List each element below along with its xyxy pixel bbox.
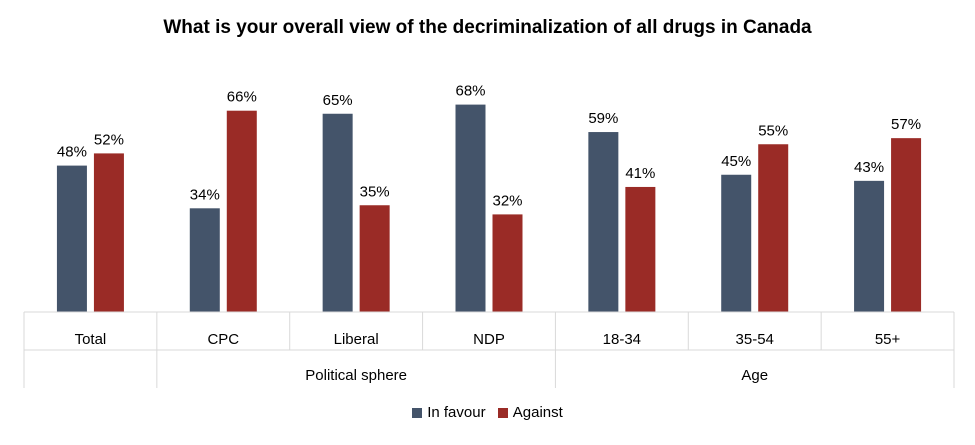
bar-in-favour-18-34 — [588, 132, 619, 312]
group-label-age: Age — [741, 367, 768, 384]
bar-against-55 — [891, 138, 922, 312]
data-label-against-total: 52% — [94, 131, 124, 148]
legend: In favour Against — [0, 404, 975, 422]
legend-swatch-against — [497, 407, 508, 418]
legend-label-against: Against — [512, 404, 563, 421]
bar-in-favour-55 — [854, 180, 885, 312]
bar-in-favour-35-54 — [721, 174, 752, 312]
data-label-in-favour-cpc: 34% — [190, 186, 220, 203]
data-label-in-favour-35-54: 45% — [721, 153, 751, 170]
category-label-cpc: CPC — [207, 331, 239, 348]
bar-in-favour-liberal — [322, 113, 353, 312]
data-label-against-18-34: 41% — [625, 165, 655, 182]
category-label-55: 55+ — [875, 331, 901, 348]
bar-against-35-54 — [758, 144, 789, 312]
data-label-in-favour-55: 43% — [854, 159, 884, 176]
category-label-total: Total — [75, 331, 107, 348]
bar-chart: 48% 52% Total 34% 66% CPC 65% 35% Liberal 68% 32% N… — [23, 83, 955, 388]
bar-in-favour-ndp — [455, 104, 486, 312]
data-label-in-favour-18-34: 59% — [588, 110, 618, 127]
chart-title: What is your overall view of the decrimi… — [163, 17, 812, 38]
bar-against-ndp — [492, 214, 523, 312]
category-label-ndp: NDP — [473, 331, 505, 348]
data-label-against-55: 57% — [891, 116, 921, 133]
category-label-liberal: Liberal — [334, 331, 379, 348]
legend-swatch-in-favour — [412, 407, 423, 418]
legend-item-against: Against — [497, 404, 563, 421]
bar-in-favour-total — [56, 165, 87, 312]
legend-item-in-favour: In favour — [412, 404, 486, 421]
bar-against-cpc — [226, 110, 257, 312]
group-label-political-sphere: Political sphere — [305, 367, 407, 384]
data-label-in-favour-total: 48% — [57, 144, 87, 161]
data-label-against-liberal: 35% — [360, 183, 390, 200]
data-label-in-favour-ndp: 68% — [455, 83, 485, 100]
category-label-18-34: 18-34 — [603, 331, 641, 348]
bar-against-liberal — [359, 205, 390, 312]
bar-against-total — [93, 153, 124, 312]
category-label-35-54: 35-54 — [736, 331, 774, 348]
bar-in-favour-cpc — [189, 208, 220, 312]
legend-label-in-favour: In favour — [427, 404, 486, 421]
data-label-against-cpc: 66% — [227, 89, 257, 106]
data-label-against-ndp: 32% — [492, 192, 522, 209]
bar-against-18-34 — [625, 186, 656, 312]
data-label-in-favour-liberal: 65% — [323, 92, 353, 109]
data-label-against-35-54: 55% — [758, 122, 788, 139]
